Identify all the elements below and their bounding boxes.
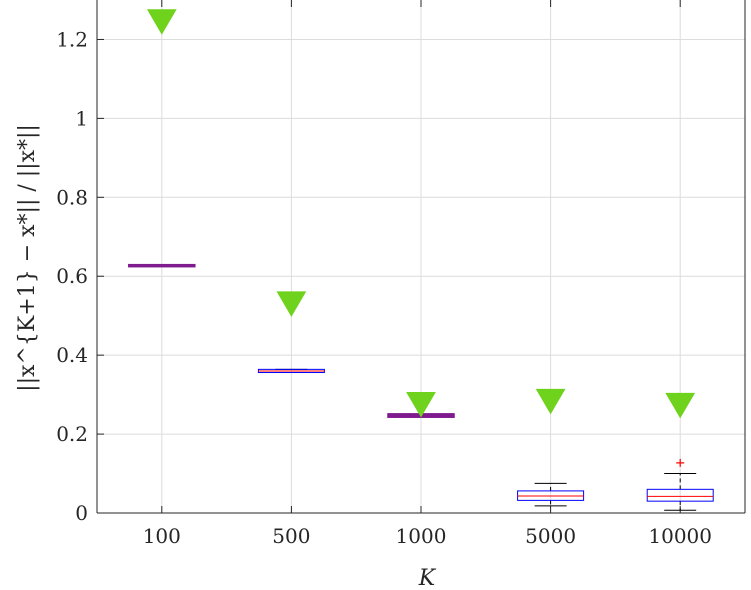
triangle-marker: [146, 9, 177, 35]
grid-layer: [97, 0, 745, 513]
y-tick-label: 0.8: [56, 185, 88, 209]
y-tick-label: 1: [75, 106, 88, 130]
y-tick-label: 0: [75, 501, 88, 525]
data-layer: [128, 9, 714, 511]
y-tick-label: 1.2: [56, 27, 88, 51]
triangle-marker: [665, 392, 696, 419]
boxplot-5000: [517, 482, 585, 507]
y-tick-label: 0.4: [56, 343, 88, 367]
axes-layer: [96, 0, 746, 514]
x-tick-label: 100: [143, 524, 181, 548]
triangle-marker: [535, 388, 566, 415]
triangle-marker: [276, 291, 307, 317]
y-axis-title: ||x^{K+1} − x*|| / ||x*||: [15, 124, 40, 392]
triangle-marker: [406, 392, 436, 418]
x-tick-label: 1000: [396, 524, 447, 548]
x-axis-title: K: [418, 566, 437, 590]
box: [646, 488, 714, 502]
label-layer: 0 0.2 0.4 0.6 0.8 1 1.2 100 500 1000 5000 10000: [56, 27, 712, 548]
outlier-marker: [676, 458, 685, 467]
y-tick-label: 0.6: [56, 264, 88, 288]
x-tick-label: 500: [272, 524, 310, 548]
x-tick-label: 5000: [525, 524, 576, 548]
boxplot-500: [257, 368, 325, 374]
y-tick-label: 0.2: [56, 422, 88, 446]
boxplot-10000: [646, 458, 714, 511]
x-tick-label: 10000: [648, 524, 712, 548]
boxplot-100: [128, 263, 196, 268]
